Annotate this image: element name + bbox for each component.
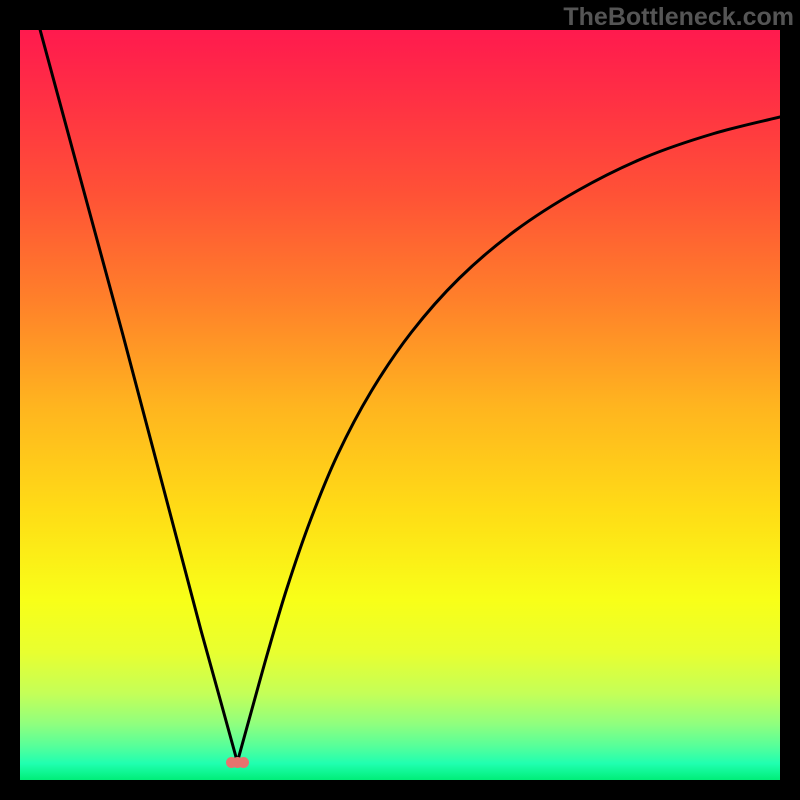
curve-left-branch [40,30,237,762]
minimum-marker [226,757,249,768]
curve-right-branch [237,117,780,762]
plot-area [20,30,780,780]
bottleneck-curve [20,30,780,780]
watermark-text: TheBottleneck.com [563,3,794,32]
marker-dot [238,757,249,768]
